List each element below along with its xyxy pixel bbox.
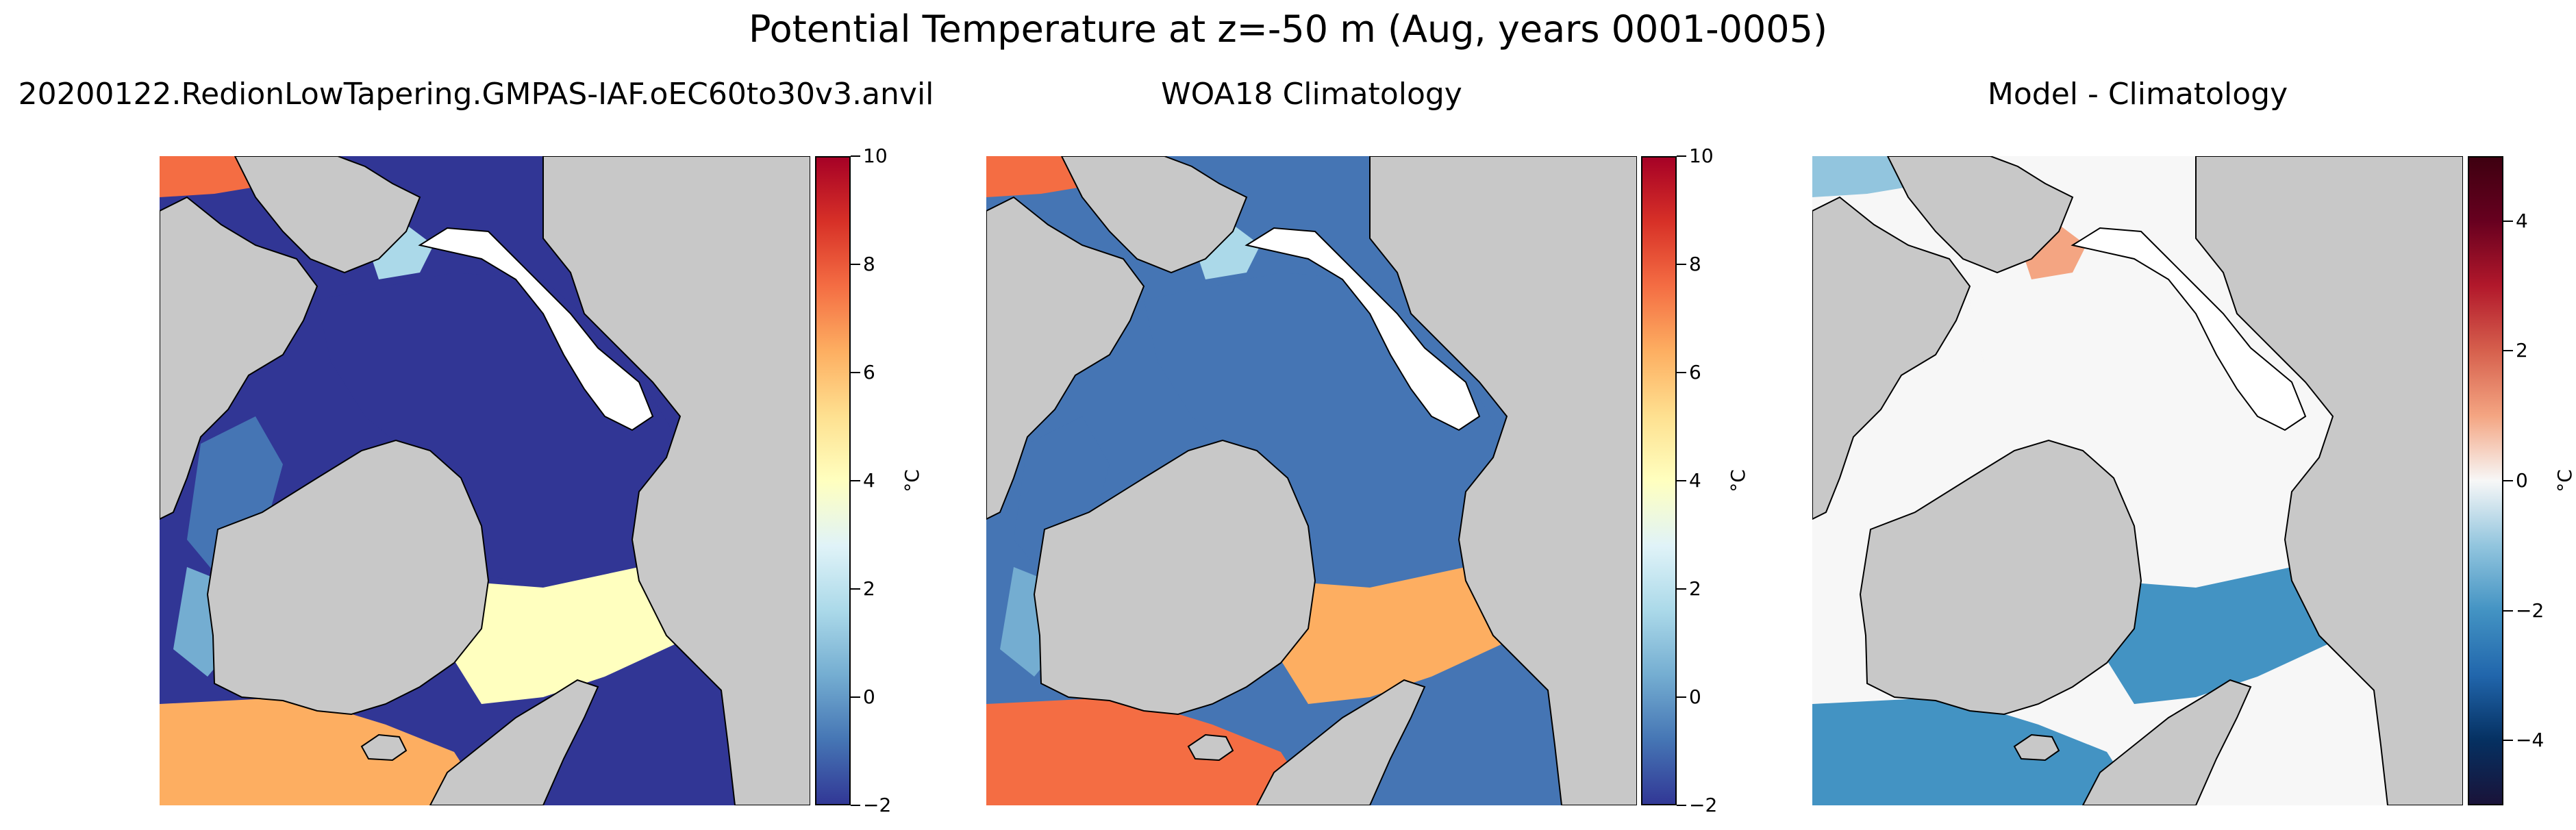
land-siberia	[1369, 156, 1637, 805]
colorbar-tick	[1677, 696, 1686, 698]
panel-title-model: 20200122.RedionLowTapering.GMPAS-IAF.oEC…	[18, 77, 934, 112]
colorbar-unit-label: °C	[2553, 469, 2576, 492]
colorbar-tick	[1677, 805, 1686, 806]
land-siberia	[542, 156, 810, 805]
colorbar-tick	[2503, 740, 2513, 742]
colorbar-unit-label: °C	[1726, 469, 1749, 492]
colorbar-tick	[2503, 480, 2513, 481]
colorbar-tick-label: 0	[1689, 686, 1701, 708]
colorbar-gradient	[815, 156, 851, 805]
no-data-shelf	[2071, 227, 2307, 431]
colorbar-tick	[1677, 155, 1686, 157]
colorbar-tick-label: 6	[1689, 361, 1701, 383]
colorbar-tick-label: 2	[863, 577, 875, 600]
colorbar-tick	[851, 155, 860, 157]
land-scandinavia	[429, 679, 599, 805]
colorbar-tick-label: −2	[2516, 599, 2544, 622]
colorbar-tick-label: 4	[863, 469, 875, 492]
colorbar-tick	[1677, 588, 1686, 590]
land-iceland	[1187, 733, 1234, 762]
land-siberia	[2195, 156, 2463, 805]
colorbar-tick-label: 4	[2516, 209, 2528, 232]
colorbar-tick-label: 6	[863, 361, 875, 383]
panel-title-bias: Model - Climatology	[1987, 77, 2288, 112]
colorbar-tick	[1677, 480, 1686, 481]
colorbar-tick	[2503, 609, 2513, 612]
map-svg	[1812, 156, 2463, 805]
land-canada	[1812, 196, 1971, 520]
field-atlantic-inflow	[447, 567, 694, 704]
land-iceland	[2013, 733, 2060, 762]
colorbar-gradient	[2468, 156, 2503, 805]
colorbar-woa18: −2 0 2 4 6 8 10 °C	[1641, 144, 1749, 816]
map-svg	[986, 156, 1637, 805]
colorbar-tick-label: −2	[1689, 794, 1718, 816]
colorbar-tick-label: 0	[2516, 469, 2528, 492]
map-bias	[1812, 156, 2463, 805]
colorbar-tick	[2503, 350, 2513, 352]
land-greenland	[1033, 439, 1316, 716]
colorbar-tick	[851, 805, 860, 806]
colorbar-tick	[2503, 220, 2513, 222]
colorbar-tick-label: 0	[863, 686, 875, 708]
colorbar-tick-label: 2	[1689, 577, 1701, 600]
land-iceland	[360, 733, 408, 762]
figure-title: Potential Temperature at z=-50 m (Aug, y…	[748, 8, 1828, 51]
land-greenland	[1859, 439, 2142, 716]
colorbar-bias: −4 −2 0 2 4 °C	[2468, 156, 2576, 805]
field-atlantic-inflow	[2100, 567, 2347, 704]
colorbar-gradient	[1641, 156, 1677, 805]
colorbar-tick-label: 8	[863, 253, 875, 275]
map-svg	[160, 156, 810, 805]
colorbar-tick	[1677, 372, 1686, 373]
colorbar-tick-label: 2	[2516, 339, 2528, 362]
field-norwegian-sea	[1812, 697, 2141, 805]
land-canada	[986, 196, 1145, 520]
colorbar-tick-label: −2	[863, 794, 892, 816]
colorbar-tick	[851, 696, 860, 698]
land-scandinavia	[2081, 679, 2252, 805]
no-data-shelf	[418, 227, 654, 431]
colorbar-tick	[1677, 264, 1686, 265]
colorbar-tick	[851, 372, 860, 373]
colorbar-model: −2 0 2 4 6 8 10 °C	[815, 144, 923, 816]
field-norwegian-sea	[986, 697, 1315, 805]
field-norwegian-sea	[160, 697, 488, 805]
field-atlantic-inflow	[1274, 567, 1521, 704]
land-greenland	[206, 439, 490, 716]
colorbar-tick-label: 10	[1689, 144, 1714, 167]
map-woa18	[986, 156, 1637, 805]
colorbar-tick	[851, 480, 860, 481]
panel-title-woa18: WOA18 Climatology	[1161, 77, 1462, 112]
land-alaska	[1060, 156, 1248, 274]
land-alaska	[1886, 156, 2074, 274]
colorbar-tick-label: 8	[1689, 253, 1701, 275]
map-model	[160, 156, 810, 805]
no-data-shelf	[1245, 227, 1481, 431]
land-alaska	[234, 156, 421, 274]
colorbar-tick	[851, 264, 860, 265]
colorbar-tick-label: −4	[2516, 729, 2544, 752]
colorbar-tick-label: 4	[1689, 469, 1701, 492]
land-canada	[160, 196, 318, 520]
colorbar-tick-label: 10	[863, 144, 888, 167]
land-scandinavia	[1255, 679, 1426, 805]
colorbar-unit-label: °C	[900, 469, 923, 492]
colorbar-tick	[851, 588, 860, 590]
